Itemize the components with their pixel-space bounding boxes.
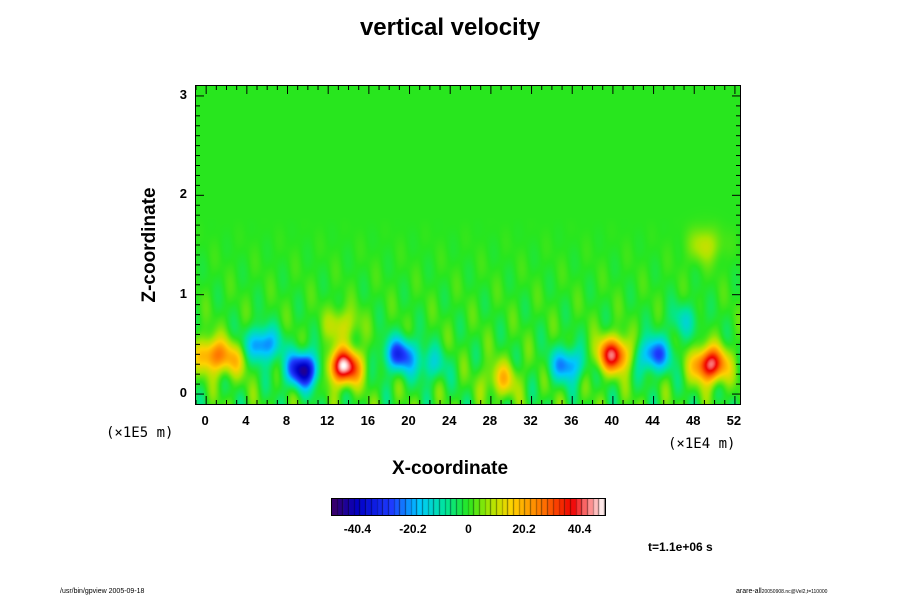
x-tick-label: 24 [441,413,457,428]
x-tick-label: 32 [523,413,538,428]
x-scale-note: (×1E4 m) [668,436,736,452]
chart-title: vertical velocity [359,14,541,41]
footer-left: /usr/bin/gpview 2005-09-18 [60,588,145,595]
y-scale-note: (×1E5 m) [106,425,174,441]
x-tick-label: 4 [242,413,250,428]
footer-right: arare-all20050908.nc@Vel2,t=110000 [736,588,827,595]
y-tick-label: 2 [179,186,187,202]
x-tick-label: 16 [360,413,376,428]
x-tick-label: 52 [726,413,742,428]
x-tick-label: 0 [201,413,209,428]
colorbar-tick-label: 40.4 [567,522,592,536]
y-tick-label: 0 [179,385,187,401]
x-tick-label: 48 [686,413,701,428]
y-tick-label: 1 [179,285,187,301]
x-tick-label: 28 [482,413,498,428]
x-tick-label: 36 [563,413,579,428]
y-tick-label: 3 [179,86,187,102]
x-tick-label: 8 [282,413,291,428]
x-tick-label: 20 [401,413,416,428]
time-label: t=1.1e+06 s [648,540,713,554]
velocity-field [196,86,740,404]
colorbar [331,498,606,516]
x-axis-label: X-coordinate [391,458,509,479]
x-tick-label: 40 [604,413,620,428]
colorbar-tick-label: -20.2 [399,522,427,536]
colorbar-tick-label: -40.4 [343,522,372,536]
plot-area [195,85,741,405]
tick-marks [196,86,740,404]
colorbar-tick-label: 0 [465,522,472,536]
colorbar-tick-label: 20.2 [512,522,536,536]
footer-right-sub: 20050908.nc@Vel2,t=110000 [761,589,828,595]
x-tick-label: 44 [645,413,660,428]
footer-right-main: arare-all [736,588,762,595]
y-axis-label: Z-coordinate [139,187,160,303]
x-tick-label: 12 [319,413,335,428]
